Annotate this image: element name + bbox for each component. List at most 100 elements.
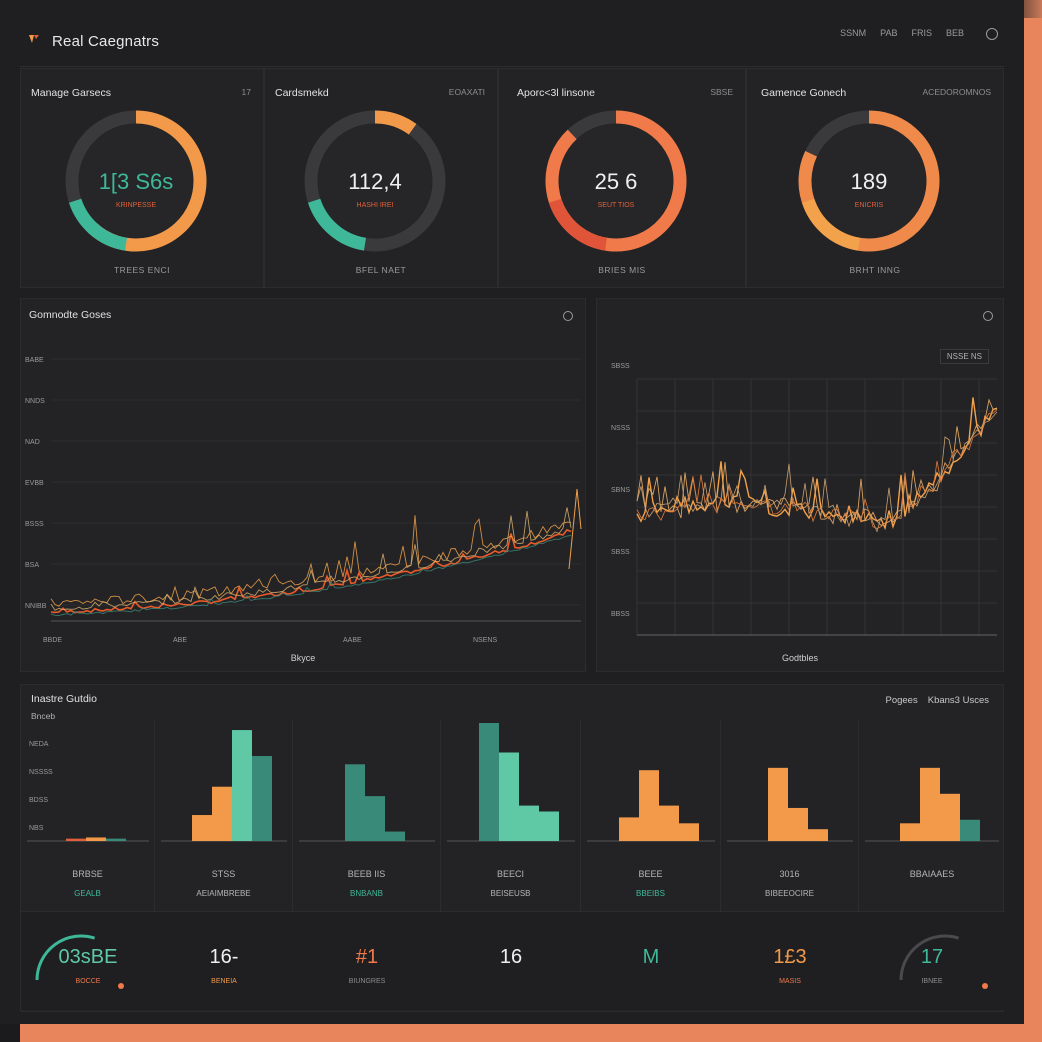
bar-cell[interactable]: BEECI BEISEUSB 16 [441,719,581,1010]
mini-arc-path [35,934,96,981]
bar-chart [27,837,149,842]
kpi-meta: 17 [241,87,251,97]
chart-legend: NSSE NS [939,349,989,364]
kpi-footer: BRHT INNG [849,265,901,275]
info-icon[interactable] [983,311,993,321]
top-link-3[interactable]: FRIS [911,28,932,38]
bar [788,807,808,841]
gauge-value: 189 [851,169,888,194]
bar [539,811,559,841]
bar-cell[interactable]: BRBSE GEALB 03sBE BOCCE [21,719,155,1010]
mini-sub: IBNEE [921,978,943,985]
gauge-label: SEUT TIOS [598,202,635,209]
mini-sub: BOCCE [75,978,101,985]
series-line [636,397,998,531]
bar-cell[interactable]: STSS AEIAIMBREBE 16- BENEIA [155,719,293,1010]
mini-sub: BIUNGRES [348,978,386,985]
top-bar: Real Caegnatrs SSNM PAB FRIS BEB [20,18,1004,67]
series-line [636,411,998,533]
bar-cell[interactable]: BEEE BBEIBS M [581,719,721,1010]
cell-sub-label: BEISEUSB [490,889,531,898]
bar-chart [299,764,435,842]
cell-sub-label: GEALB [74,889,101,898]
mini-kpi[interactable]: #1 BIUNGRES [293,911,441,1010]
bar-chart [161,730,287,842]
y-tick-label: NBS [29,825,44,832]
series-line [50,535,572,616]
gauge-accent [307,198,367,251]
bar [66,838,86,841]
bar-cell[interactable]: BBAIAAES 17 IBNEE [859,719,1005,1010]
kpi-panel-2: Cardsmekd EOAXATI 112,4 HASHI IREI BFEL N… [264,68,498,288]
cell-sub-label: BIBEEOCIRE [765,889,814,898]
kpi-footer: BRIES MIS [598,265,646,275]
bar [659,805,679,841]
top-link-2[interactable]: PAB [880,28,898,38]
kpi-panel-3: Aporc<3l linsone SBSE 25 6 SEUT TIOS BRIE… [498,68,746,288]
cell-label: BBAIAAES [909,869,955,879]
bar [212,786,232,841]
top-nav: SSNM PAB FRIS BEB [840,28,964,38]
gauge-label: HASHI IREI [357,202,394,209]
bar [232,730,252,841]
bar [365,796,385,841]
series-line [636,398,998,526]
bar [920,767,940,841]
donut-gauge: 189 ENICRIS [798,110,940,252]
cell-sub-label: BBEIBS [636,889,665,898]
bar-cell[interactable]: BEEB IIS BNBANB #1 BIUNGRES [293,719,441,1010]
gauge-inner [812,124,926,238]
bar [768,767,788,841]
y-tick-label: SBSS [611,363,630,370]
gauge-inner [559,124,673,238]
bar [499,752,519,841]
bar [679,823,699,841]
x-axis-label: Godtbles [781,653,819,663]
bar [900,823,920,841]
gauge-value: 1[3 S6s [99,169,174,194]
mini-dot [118,983,124,989]
cell-label: BRBSE [72,869,103,879]
mini-kpi[interactable]: 17 IBNEE [859,911,1005,1010]
y-tick-label: BBSS [611,611,630,618]
kpi-footer: BFEL NAET [355,265,407,275]
info-icon[interactable] [563,311,573,321]
cell-label: STSS [211,869,236,879]
top-link-1[interactable]: SSNM [840,28,867,38]
mini-kpi[interactable]: 16- BENEIA [155,911,293,1010]
link-pogees[interactable]: Pogees [885,695,918,706]
bar [960,819,980,841]
bar [106,838,126,841]
logo-icon [29,35,39,43]
y-tick-label: BDSS [29,797,49,804]
line-chart-right: SBSS NSSS SBNS SBSS BBSS [611,363,998,636]
bar [619,817,639,841]
top-link-4[interactable]: BEB [945,28,964,38]
series-line [50,507,572,611]
mini-kpi[interactable]: M [581,911,721,1010]
line-chart-panel-left: Gomnodte Goses BABE NNDS NAD EVBB BSSS BSA NNI… [20,298,586,672]
kpi-footer: TREES ENCI [113,265,170,275]
gauge-inner [79,124,193,238]
bar-cell[interactable]: 3016 BIBEEOCIRE 1£3 MASIS [721,719,859,1010]
mini-kpi[interactable]: 16 [441,911,581,1010]
x-tick-label: AABE [343,637,362,644]
app-title: Real Caegnatrs [52,33,160,50]
x-tick-label: BBDE [43,637,62,644]
bar [808,829,828,841]
line-chart-panel-right: NSSE NS SBSS NSSS SBNS SBSS BBSS Godtbles [596,298,1004,672]
mini-kpi[interactable]: 03sBE BOCCE [21,911,155,1010]
settings-icon[interactable] [986,28,998,40]
link-usces[interactable]: Kbans3 Usces [927,695,989,706]
mini-kpi[interactable]: 1£3 MASIS [721,911,859,1010]
kpi-panel-1: Manage Garsecs 17 1[3 S6s KRINPESSE TREES… [20,68,264,288]
y-tick-label: SBSS [611,549,630,556]
bar-chart [587,770,715,842]
gauge-label: ENICRIS [855,202,884,209]
mini-value: 16- [209,946,239,968]
bar [86,837,106,841]
cell-sub-label: AEIAIMBREBE [196,889,251,898]
cell-label: BEEB IIS [347,869,386,879]
kpi-title: Aporc<3l linsone [517,87,595,99]
donut-gauge: 1[3 S6s KRINPESSE [65,110,207,252]
